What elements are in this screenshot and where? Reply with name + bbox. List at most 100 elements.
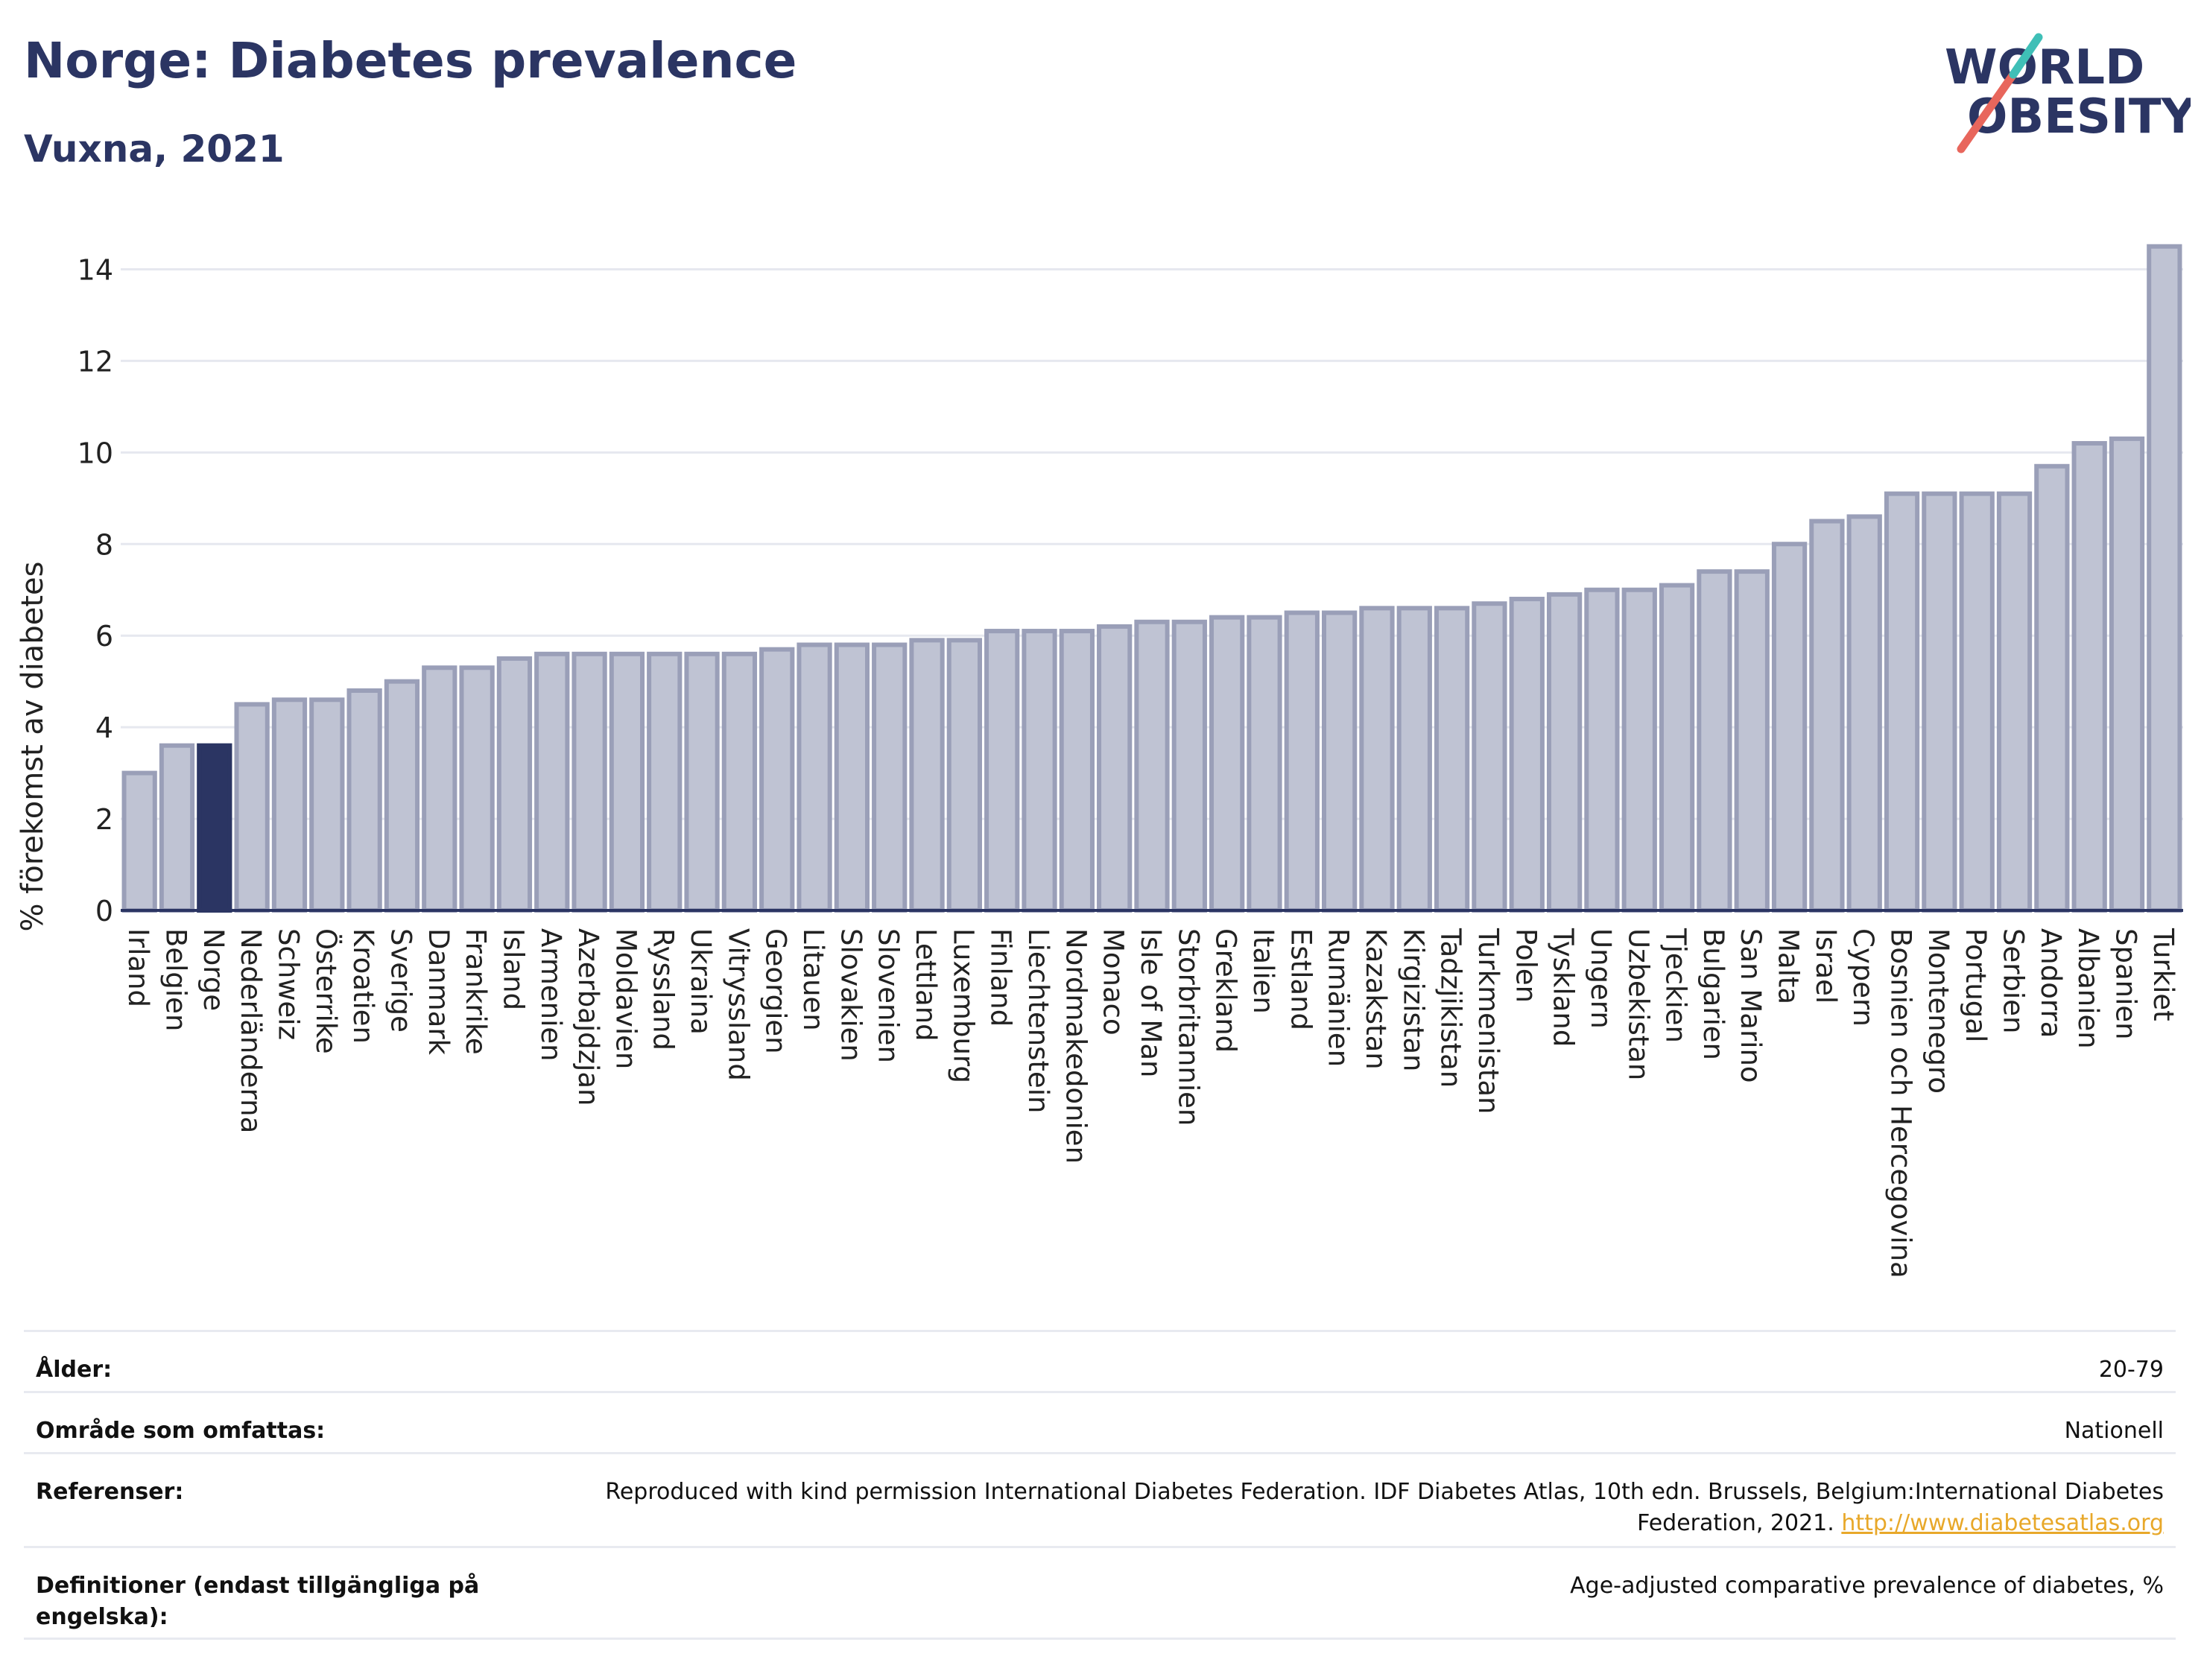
x-tick-label: Rumänien	[1323, 928, 1355, 1067]
bar-kroatien[interactable]	[346, 688, 382, 913]
bar-georgien[interactable]	[759, 647, 795, 913]
x-tick-label: Uzbekistan	[1622, 928, 1654, 1080]
x-tick-label: Estland	[1285, 928, 1317, 1030]
bar-kirgizistan[interactable]	[1396, 606, 1432, 913]
bar-tadzjikistan[interactable]	[1434, 606, 1470, 913]
bar-moldavien[interactable]	[609, 651, 645, 913]
bar-polen[interactable]	[1509, 597, 1545, 913]
world-obesity-logo-graphic: WORLD OBESITY	[1945, 33, 2196, 153]
reference-link[interactable]: http://www.diabetesatlas.org	[1841, 1510, 2164, 1536]
x-tick-label: Liechtenstein	[1022, 928, 1054, 1113]
bar-isle-of-man[interactable]	[1134, 619, 1170, 913]
bar-schweiz[interactable]	[271, 697, 308, 913]
bar-malta[interactable]	[1771, 542, 1808, 913]
meta-label: Definitioner (endast tillgängliga på eng…	[36, 1573, 480, 1630]
meta-label: Ålder:	[36, 1357, 113, 1383]
x-tick-label: Ryssland	[647, 928, 680, 1050]
page-title: Norge: Diabetes prevalence	[24, 32, 797, 89]
x-tick-label: Azerbajdzjan	[572, 928, 604, 1106]
bar-albanien[interactable]	[2071, 441, 2107, 913]
bar-litauen[interactable]	[797, 642, 832, 913]
bar-monaco[interactable]	[1097, 624, 1133, 913]
bar-kazakstan[interactable]	[1359, 606, 1395, 913]
x-tick-label: Turkiet	[2147, 928, 2179, 1021]
bar-storbritannien[interactable]	[1171, 619, 1207, 913]
x-tick-label: Österrike	[310, 928, 342, 1054]
bar-israel[interactable]	[1809, 519, 1845, 913]
x-tick-label: Turkmenistan	[1472, 928, 1504, 1115]
bar-nordmakedonien[interactable]	[1059, 629, 1095, 913]
chart-bars	[121, 244, 2182, 913]
x-tick-label: Cypern	[1847, 928, 1879, 1027]
bar-ungern[interactable]	[1584, 587, 1620, 913]
y-tick-label: 12	[77, 345, 113, 378]
bar-nederländerna[interactable]	[234, 702, 270, 913]
x-tick-label: Montenegro	[1922, 928, 1954, 1094]
x-tick-label: Litauen	[797, 928, 829, 1031]
x-tick-label: Ukraina	[685, 928, 717, 1035]
logo-line1: WORLD	[1945, 40, 2144, 95]
world-obesity-logo[interactable]: WORLD OBESITY	[1945, 15, 2196, 164]
bar-ryssland[interactable]	[647, 651, 683, 913]
logo-slash-red	[1957, 70, 2018, 153]
meta-row: Definitioner (endast tillgängliga på eng…	[24, 1546, 2176, 1640]
bar-turkiet[interactable]	[2147, 244, 2182, 913]
x-tick-label: Vitryssland	[722, 928, 754, 1081]
bar-sverige[interactable]	[384, 679, 420, 913]
bar-bosnien-och-hercegovina[interactable]	[1884, 491, 1920, 913]
x-tick-label: Italien	[1247, 928, 1279, 1014]
bar-vitryssland[interactable]	[721, 651, 758, 913]
x-tick-label: Albanien	[2072, 928, 2104, 1049]
x-tick-label: Luxemburg	[947, 928, 979, 1083]
meta-label: Område som omfattas:	[36, 1418, 326, 1444]
bar-österrike[interactable]	[309, 697, 345, 913]
bar-luxemburg[interactable]	[946, 638, 982, 913]
bar-island[interactable]	[496, 656, 533, 913]
bar-norge[interactable]	[197, 743, 232, 913]
bar-irland[interactable]	[121, 770, 157, 913]
bar-italien[interactable]	[1247, 615, 1282, 913]
bar-montenegro[interactable]	[1922, 491, 1957, 913]
bar-chart: 0 2 4 6 8 10 12 14 Irland Belgien Norge Nederlände…	[77, 244, 2183, 1278]
bar-san-marino[interactable]	[1734, 569, 1770, 913]
bar-uzbekistan[interactable]	[1621, 587, 1657, 913]
bar-belgien[interactable]	[159, 743, 195, 913]
x-tick-label: Slovakien	[835, 928, 867, 1062]
bar-spanien[interactable]	[2109, 436, 2145, 913]
bar-serbien[interactable]	[1996, 491, 2033, 913]
y-tick-labels: 0 2 4 6 8 10 12 14	[77, 253, 113, 928]
meta-row: Referenser: Reproduced with kind permissi…	[24, 1452, 2176, 1546]
bar-danmark[interactable]	[422, 665, 457, 913]
x-tick-label: Nederländerna	[235, 928, 267, 1133]
bar-grekland[interactable]	[1209, 615, 1245, 913]
bar-tyskland[interactable]	[1546, 592, 1583, 913]
bar-tjeckien[interactable]	[1659, 583, 1695, 913]
bar-finland[interactable]	[984, 629, 1020, 913]
bar-frankrike[interactable]	[459, 665, 495, 913]
page-subtitle: Vuxna, 2021	[24, 127, 285, 171]
meta-row: Ålder: 20-79	[24, 1330, 2176, 1391]
bar-azerbajdzjan[interactable]	[571, 651, 607, 913]
x-tick-label: Finland	[985, 928, 1017, 1027]
x-tick-label: Danmark	[422, 928, 455, 1056]
x-tick-label: Slovenien	[873, 928, 905, 1063]
bar-estland[interactable]	[1284, 610, 1320, 913]
bar-armenien[interactable]	[534, 651, 570, 913]
bar-lettland[interactable]	[909, 638, 945, 913]
bar-andorra[interactable]	[2034, 463, 2070, 913]
x-tick-label: Kazakstan	[1360, 928, 1392, 1070]
bar-liechtenstein[interactable]	[1022, 629, 1057, 913]
x-tick-label: Norge	[197, 928, 229, 1011]
bar-portugal[interactable]	[1959, 491, 1995, 913]
x-tick-label: Nordmakedonien	[1060, 928, 1092, 1164]
bar-slovenien[interactable]	[872, 642, 908, 913]
bar-slovakien[interactable]	[834, 642, 870, 913]
x-tick-label: Israel	[1810, 928, 1842, 1004]
bar-ukraina[interactable]	[684, 651, 720, 913]
bar-cypern[interactable]	[1846, 514, 1882, 913]
bar-bulgarien[interactable]	[1697, 569, 1732, 913]
bar-turkmenistan[interactable]	[1472, 601, 1507, 913]
y-tick-label: 4	[95, 711, 113, 744]
y-tick-label: 0	[95, 895, 113, 928]
bar-rumänien[interactable]	[1322, 610, 1358, 913]
